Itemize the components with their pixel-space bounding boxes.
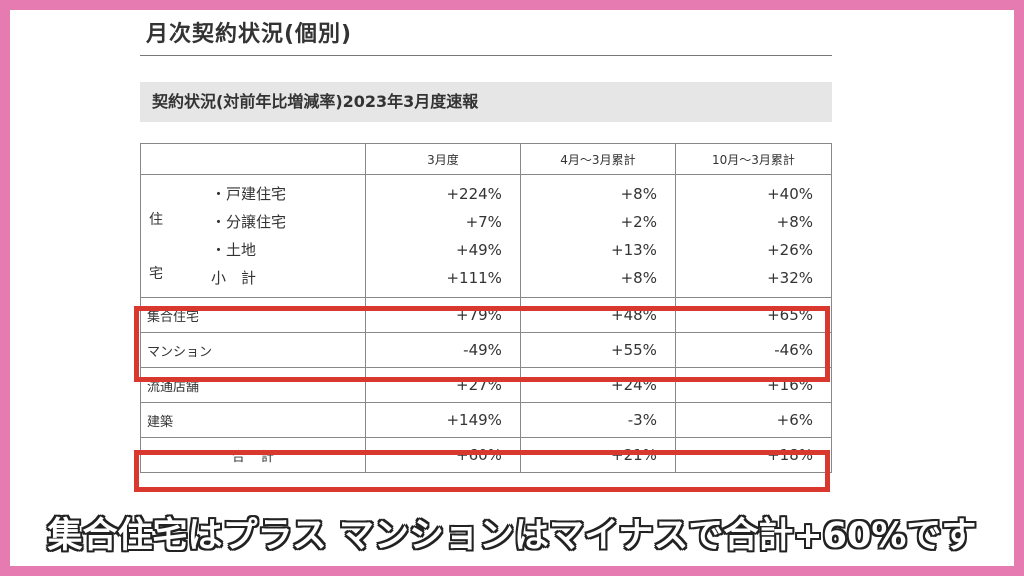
value-cell: +40%	[767, 185, 813, 203]
header-half-cumulative: 10月～3月累計	[674, 143, 833, 175]
header-row: 3月度 4月～3月累計 10月～3月累計	[140, 143, 833, 175]
value-cell: +26%	[767, 241, 813, 259]
value-cell: +8%	[776, 213, 813, 231]
housing-sub-list: ・戸建住宅 ・分譲住宅 ・土地 小 計	[211, 180, 286, 292]
total-value-cell: +60%	[364, 437, 521, 473]
housing-group-label-bottom: 宅	[149, 266, 163, 282]
value-cell: +8%	[620, 269, 657, 287]
housing-values-month: +224% +7% +49% +111%	[364, 174, 521, 298]
value-cell: -3%	[519, 402, 676, 438]
housing-item-label: ・戸建住宅	[211, 185, 287, 203]
value-cell: -46%	[674, 332, 833, 368]
value-cell: +32%	[767, 269, 813, 287]
value-cell: +6%	[674, 402, 833, 438]
housing-row: 住 宅 ・戸建住宅 ・分譲住宅 ・土地 小 計 +224% +7% +49% +…	[140, 174, 833, 298]
row-label: 流通店舗	[140, 367, 366, 403]
highlight-box-total	[134, 450, 830, 492]
value-cell: +149%	[364, 402, 521, 438]
row-label: 集合住宅	[140, 297, 366, 333]
total-label: 合 計	[140, 437, 366, 473]
housing-group-label-top: 住	[149, 212, 163, 228]
page-title: 月次契約状況(個別)	[146, 22, 353, 47]
table-subtitle: 契約状況(対前年比増減率)2023年3月度速報	[140, 82, 832, 122]
value-cell: +7%	[465, 213, 502, 231]
value-cell: +224%	[446, 185, 502, 203]
header-month: 3月度	[364, 143, 521, 175]
value-cell: +2%	[620, 213, 657, 231]
value-cell: +13%	[611, 241, 657, 259]
subtitle-caption: 集合住宅はプラス マンションはマイナスで合計+60%です	[47, 516, 977, 556]
value-cell: +8%	[620, 185, 657, 203]
title-divider	[140, 55, 832, 56]
total-row: 合 計 +60% +21% +18%	[140, 437, 833, 473]
value-cell: +111%	[446, 269, 502, 287]
housing-item-label: ・分譲住宅	[211, 213, 287, 231]
header-blank	[140, 143, 366, 175]
value-cell: +49%	[456, 241, 502, 259]
table-row: マンション -49% +55% -46%	[140, 332, 833, 368]
housing-label-cell: 住 宅 ・戸建住宅 ・分譲住宅 ・土地 小 計	[140, 174, 366, 298]
value-cell: -49%	[364, 332, 521, 368]
table-row: 建築 +149% -3% +6%	[140, 402, 833, 438]
housing-item-label: 小 計	[211, 269, 257, 287]
housing-item-label: ・土地	[211, 241, 257, 259]
header-fiscal-cumulative: 4月～3月累計	[519, 143, 676, 175]
total-value-cell: +18%	[674, 437, 833, 473]
highlight-box-apartments	[134, 306, 830, 382]
row-label: 建築	[140, 402, 366, 438]
housing-values-fiscal: +8% +2% +13% +8%	[519, 174, 676, 298]
housing-values-half: +40% +8% +26% +32%	[674, 174, 833, 298]
